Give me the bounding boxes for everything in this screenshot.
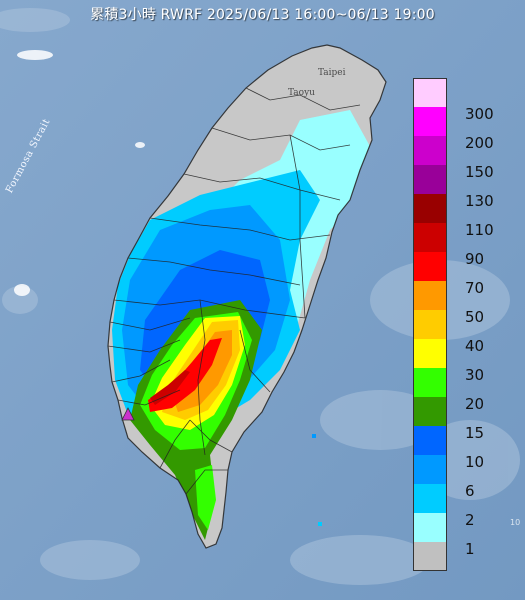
county-boundaries [107, 44, 387, 549]
legend-swatch [413, 165, 447, 194]
legend-item: 50 [413, 281, 513, 326]
legend-label: 20 [465, 395, 485, 413]
legend-swatch [413, 136, 447, 165]
rain-speck [318, 522, 322, 526]
legend-label: 1 [465, 540, 475, 558]
legend-swatch [413, 397, 447, 426]
legend-swatch [413, 426, 447, 455]
legend-item: 2 [413, 484, 513, 529]
legend-label: 6 [465, 482, 475, 500]
legend-item: 30 [413, 339, 513, 384]
map-title: 累積3小時 RWRF 2025/06/13 16:00~06/13 19:00 [90, 7, 435, 23]
legend-swatch [413, 484, 447, 513]
legend-swatch [413, 310, 447, 339]
legend-swatch [413, 78, 447, 107]
edge-label: 10 [510, 518, 521, 527]
legend-item: 70 [413, 252, 513, 297]
legend-item: 110 [413, 194, 513, 239]
legend-item: 130 [413, 165, 513, 210]
legend-item: 150 [413, 136, 513, 181]
legend-swatch [413, 368, 447, 397]
legend-item: 1 [413, 513, 513, 558]
legend-item: 6 [413, 455, 513, 500]
legend-swatch [413, 194, 447, 223]
legend-item: 300 [413, 78, 513, 123]
legend-item: 20 [413, 368, 513, 413]
legend-swatch [413, 252, 447, 281]
legend-item: 15 [413, 397, 513, 442]
legend-item: 40 [413, 310, 513, 355]
legend-swatch [413, 339, 447, 368]
white-cloud-patches [14, 50, 145, 296]
rainfall-legend: 300 200 150 130 110 90 70 50 40 30 20 15 10 6 2 1 [413, 78, 513, 571]
legend-swatch [413, 107, 447, 136]
legend-label: 40 [465, 337, 485, 355]
city-label-taoyuan: Taoyu [288, 88, 315, 98]
triangle-marker-icon [121, 407, 135, 421]
legend-item: 200 [413, 107, 513, 152]
legend-swatch [413, 455, 447, 484]
legend-label: 200 [465, 134, 494, 152]
legend-label: 130 [465, 192, 494, 210]
legend-label: 2 [465, 511, 475, 529]
legend-swatch [413, 513, 447, 542]
city-label-taipei: Taipei [318, 68, 346, 78]
rain-zone-90mm [150, 370, 190, 405]
legend-label: 300 [465, 105, 494, 123]
legend-label: 50 [465, 308, 485, 326]
rain-speck [312, 434, 316, 438]
legend-label: 90 [465, 250, 485, 268]
legend-label: 30 [465, 366, 485, 384]
legend-label: 15 [465, 424, 485, 442]
legend-label: 110 [465, 221, 494, 239]
legend-swatch [413, 542, 447, 571]
legend-item [413, 542, 513, 571]
legend-item: 90 [413, 223, 513, 268]
legend-label: 70 [465, 279, 485, 297]
legend-item: 10 [413, 426, 513, 471]
legend-label: 10 [465, 453, 485, 471]
legend-swatch [413, 281, 447, 310]
legend-swatch [413, 223, 447, 252]
legend-label: 150 [465, 163, 494, 181]
rain-zone-20mm-south [195, 465, 216, 530]
